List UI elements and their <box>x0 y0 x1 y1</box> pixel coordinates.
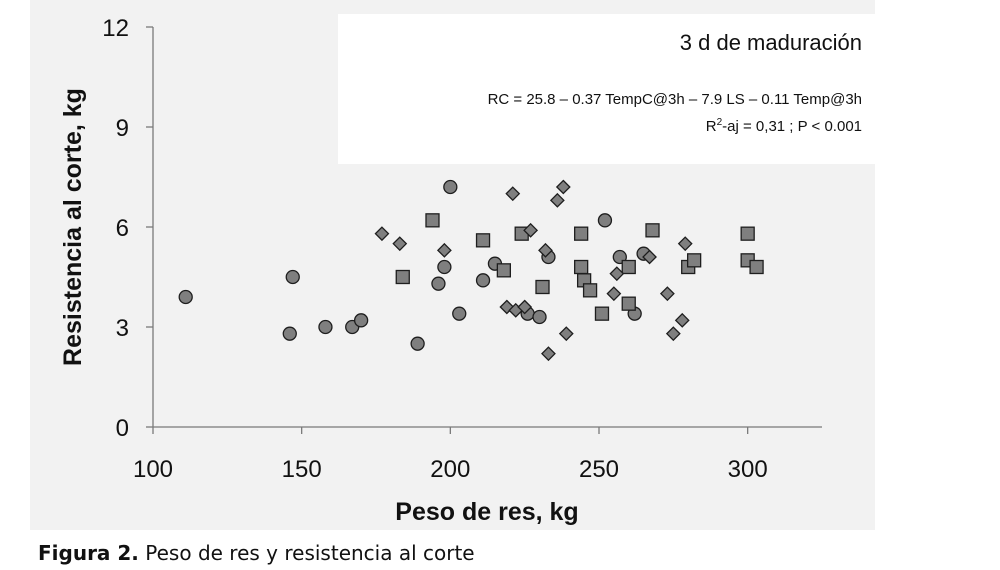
data-point-circle <box>452 306 467 321</box>
x-tick-label: 250 <box>579 456 619 483</box>
data-point-circle <box>178 289 193 305</box>
y-axis-title: Resistencia al corte, kg <box>59 88 87 366</box>
figure-label: Figura 2. <box>38 541 139 565</box>
data-point-square <box>621 259 636 275</box>
data-point-circle <box>597 213 613 228</box>
y-tick-label: 0 <box>116 415 129 442</box>
annotation-title: 3 d de maduración <box>680 30 862 55</box>
x-tick-label: 300 <box>728 456 768 483</box>
data-point-diamond <box>505 186 521 202</box>
data-point-circle <box>282 326 297 341</box>
data-point-diamond <box>674 312 690 328</box>
data-point-square <box>686 253 702 268</box>
tick-marks: 100 150 200 250 300 0 3 6 9 12 <box>102 15 767 483</box>
data-point-circle <box>431 276 446 291</box>
data-point-square <box>749 259 764 275</box>
stats-rest: -aj = 0,31 ; P < 0.001 <box>722 118 862 135</box>
data-point-circle <box>410 336 425 351</box>
data-point-circle <box>443 179 458 195</box>
data-point-diamond <box>538 242 553 258</box>
y-tick-label: 3 <box>116 315 129 342</box>
data-point-circle <box>285 269 300 285</box>
data-point-square <box>535 279 550 295</box>
data-point-square <box>425 213 440 228</box>
data-point-diamond <box>517 299 533 315</box>
regression-equation: RC = 25.8 – 0.37 TempC@3h – 7.9 LS – 0.1… <box>488 91 862 108</box>
data-point-square <box>475 233 491 248</box>
data-point-diamond <box>523 222 539 238</box>
data-point-circle <box>532 309 547 325</box>
annotation-box <box>338 14 875 164</box>
data-points <box>178 179 764 362</box>
x-tick-label: 100 <box>133 456 173 483</box>
data-point-diamond <box>677 236 693 252</box>
x-tick-label: 150 <box>282 456 322 483</box>
data-point-diamond <box>374 226 390 242</box>
data-point-circle <box>353 313 369 328</box>
figure-caption: Figura 2. Peso de res y resistencia al c… <box>38 541 475 565</box>
data-point-square <box>740 226 755 241</box>
data-point-diamond <box>606 286 622 302</box>
data-point-diamond <box>558 326 574 342</box>
data-point-diamond <box>392 236 408 252</box>
y-tick-label: 12 <box>102 15 129 42</box>
data-point-square <box>395 269 410 285</box>
data-point-circle <box>437 259 452 275</box>
data-point-square <box>594 306 610 321</box>
x-tick-label: 200 <box>430 456 470 483</box>
y-tick-label: 9 <box>116 115 129 142</box>
caption-text: Peso de res y resistencia al corte <box>145 541 475 565</box>
data-point-square <box>574 259 589 275</box>
regression-stats: R2-aj = 0,31 ; P < 0.001 <box>706 117 862 135</box>
data-point-diamond <box>659 286 675 302</box>
r2-symbol: R <box>706 118 717 135</box>
r2-exponent: 2 <box>717 117 723 128</box>
data-point-diamond <box>436 242 452 258</box>
data-point-diamond <box>541 346 556 362</box>
data-point-diamond <box>642 249 657 265</box>
axes <box>152 27 822 428</box>
x-axis-title: Peso de res, kg <box>395 498 578 526</box>
data-point-diamond <box>549 192 565 208</box>
data-point-circle <box>318 319 333 335</box>
data-point-square <box>574 226 589 241</box>
data-point-diamond <box>609 266 625 282</box>
data-point-square <box>621 296 636 311</box>
data-point-square <box>582 283 598 298</box>
data-point-square <box>645 223 660 238</box>
data-point-diamond <box>665 326 681 342</box>
y-tick-label: 6 <box>116 215 129 242</box>
data-point-diamond <box>555 179 571 195</box>
data-point-square <box>496 263 512 278</box>
data-point-circle <box>475 273 491 288</box>
